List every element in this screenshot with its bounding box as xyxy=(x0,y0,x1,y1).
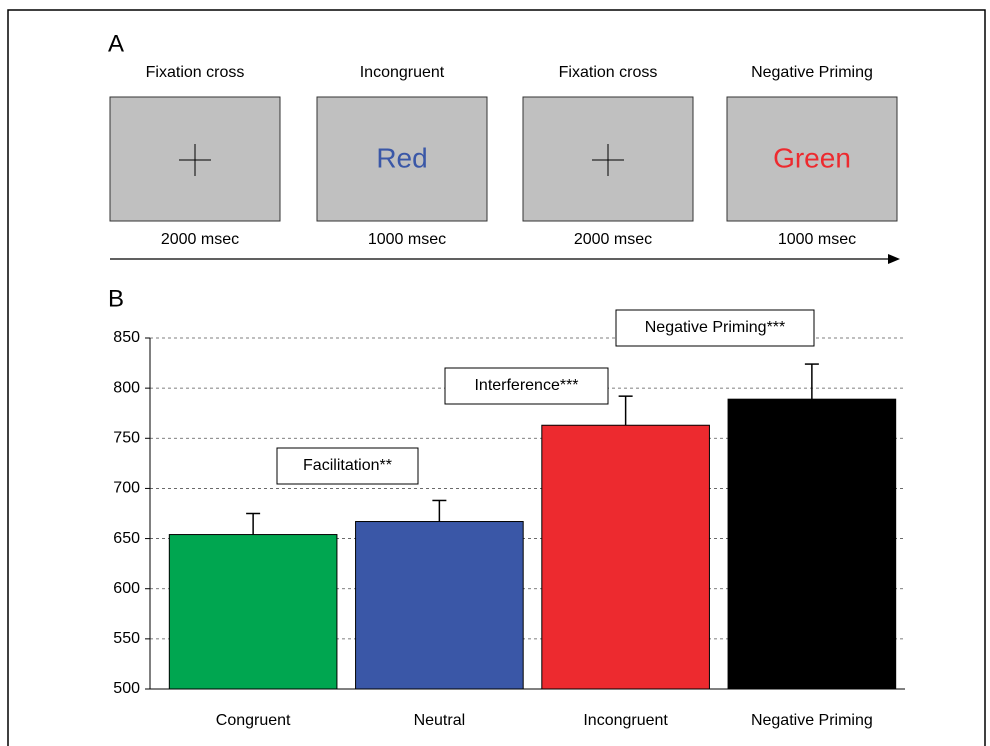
annotation-box xyxy=(444,367,609,405)
x-tick-label: Incongruent xyxy=(583,712,668,729)
frame-duration: 2000 msec xyxy=(574,231,652,248)
frame-title: Fixation cross xyxy=(146,64,245,81)
y-tick-label: 550 xyxy=(113,630,140,647)
annotation: Facilitation** xyxy=(303,457,392,474)
stimulus-frame xyxy=(726,96,898,222)
y-tick-label: 700 xyxy=(113,480,140,497)
stimulus-frame xyxy=(316,96,488,222)
bar xyxy=(168,534,338,690)
x-tick-label: Neutral xyxy=(414,712,466,729)
panel-label: A xyxy=(108,30,124,57)
frame-title: Negative Priming xyxy=(751,64,873,81)
annotation: Negative Priming*** xyxy=(645,319,786,336)
frame-title: Fixation cross xyxy=(559,64,658,81)
y-tick-label: 800 xyxy=(113,379,140,396)
frame-duration: 1000 msec xyxy=(368,231,446,248)
x-tick-label: Congruent xyxy=(216,712,291,729)
y-tick-label: 500 xyxy=(113,680,140,697)
stimulus-word: Green xyxy=(773,142,851,173)
y-tick-label: 850 xyxy=(113,329,140,346)
annotation: Interference*** xyxy=(474,377,578,394)
panel-label: B xyxy=(108,285,124,312)
annotation-box xyxy=(276,447,419,485)
stimulus-word: Red xyxy=(376,142,427,173)
arrow-head xyxy=(888,254,900,264)
y-tick-label: 650 xyxy=(113,530,140,547)
frame-duration: 1000 msec xyxy=(778,231,856,248)
figure-border xyxy=(7,9,986,746)
bar xyxy=(355,521,524,690)
annotation-box xyxy=(615,309,815,347)
x-tick-label: Negative Priming xyxy=(751,712,873,729)
y-tick-label: 750 xyxy=(113,430,140,447)
bar xyxy=(541,424,710,690)
bar xyxy=(727,398,897,690)
y-tick-label: 600 xyxy=(113,580,140,597)
frame-duration: 2000 msec xyxy=(161,231,239,248)
frame-title: Incongruent xyxy=(360,64,445,81)
